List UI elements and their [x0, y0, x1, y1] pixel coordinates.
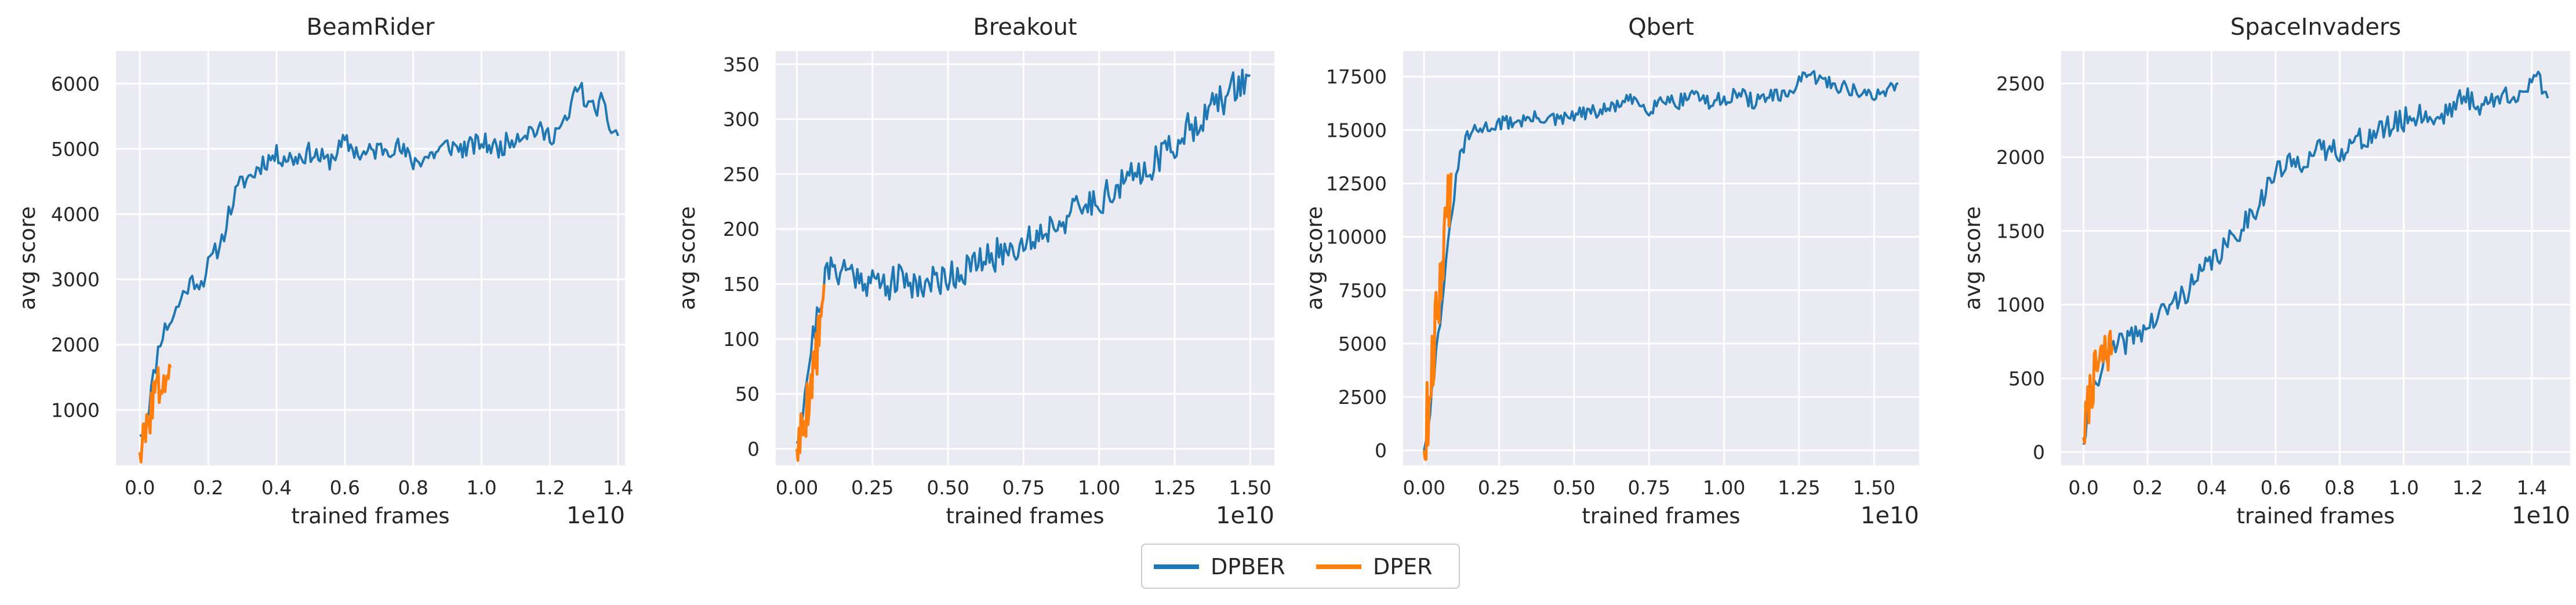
x-tick-label: 0.6: [330, 476, 360, 499]
x-tick-label: 1.4: [603, 476, 633, 499]
x-tick-label: 0.2: [193, 476, 223, 499]
y-tick-label: 2500: [1338, 386, 1387, 409]
y-axis-label: avg score: [1960, 206, 1985, 310]
x-axis-label: trained frames: [946, 504, 1104, 529]
y-tick-label: 5000: [1338, 333, 1387, 355]
y-tick-label: 2000: [51, 334, 100, 356]
x-tick-label: 0.6: [2261, 476, 2291, 499]
y-tick-label: 500: [2008, 367, 2045, 390]
y-tick-label: 10000: [1326, 226, 1387, 249]
chart-title: Qbert: [1628, 14, 1694, 41]
series-line-dper: [2082, 330, 2114, 444]
y-tick-label: 0: [747, 438, 760, 461]
plot-area: [2061, 51, 2570, 465]
x-axis-label: trained frames: [1582, 504, 1740, 529]
chart-title: SpaceInvaders: [2230, 14, 2401, 41]
y-tick-label: 2500: [1996, 72, 2045, 95]
x-tick-label: 0.00: [776, 476, 818, 499]
y-tick-label: 150: [723, 273, 760, 296]
y-tick-label: 17500: [1326, 65, 1387, 88]
x-tick-label: 1.0: [466, 476, 496, 499]
y-axis-label: avg score: [675, 206, 700, 310]
y-tick-label: 250: [723, 163, 760, 185]
y-tick-label: 1000: [51, 399, 100, 421]
y-tick-label: 1500: [1996, 220, 2045, 242]
x-tick-label: 0.50: [927, 476, 969, 499]
x-offset-label: 1e10: [566, 502, 625, 529]
series-line-dper: [795, 283, 826, 462]
legend: DPBER DPER: [1141, 544, 1460, 589]
x-offset-label: 1e10: [2512, 502, 2570, 529]
series-line-dper: [138, 363, 172, 464]
chart-beamrider: 0.0 0.2 0.4 0.6 0.8 1.0 1.2 1.4 1000 2000 3000 4000…: [15, 14, 633, 529]
y-tick-label: 4000: [51, 203, 100, 225]
y-tick-label: 350: [723, 53, 760, 76]
y-axis-label: avg score: [15, 206, 40, 310]
legend-line-dpber: [1154, 564, 1199, 569]
series-line-dpber: [139, 82, 620, 438]
x-offset-label: 1e10: [1861, 502, 1919, 529]
plot-area: [1403, 51, 1919, 465]
plot-area: [776, 51, 1274, 465]
x-tick-label: 0.25: [1478, 476, 1520, 499]
x-tick-label: 0.4: [2196, 476, 2226, 499]
x-tick-label: 1.50: [1229, 476, 1271, 499]
x-tick-label: 0.4: [261, 476, 292, 499]
x-tick-label: 0.0: [2068, 476, 2098, 499]
x-axis-label: trained frames: [291, 504, 449, 529]
y-tick-label: 2000: [1996, 146, 2045, 169]
series-line-dpber: [2082, 71, 2549, 445]
x-tick-label: 0.2: [2132, 476, 2163, 499]
chart-spaceinvaders: 0.0 0.2 0.4 0.6 0.8 1.0 1.2 1.4 0 500 1000 1500 2000…: [1960, 14, 2570, 529]
legend-label-dper: DPER: [1373, 554, 1433, 580]
y-tick-label: 300: [723, 108, 760, 131]
x-tick-label: 0.8: [398, 476, 428, 499]
x-tick-label: 1.00: [1078, 476, 1120, 499]
y-axis-label: avg score: [1302, 206, 1327, 310]
x-tick-label: 0.75: [1628, 476, 1670, 499]
y-tick-label: 6000: [51, 72, 100, 95]
chart-breakout: 0.00 0.25 0.50 0.75 1.00 1.25 1.50 0 50 100 150 200…: [675, 14, 1274, 529]
x-axis-label: trained frames: [2236, 504, 2395, 529]
x-tick-label: 1.4: [2516, 476, 2546, 499]
x-tick-label: 0.00: [1403, 476, 1445, 499]
x-tick-label: 1.50: [1853, 476, 1895, 499]
y-tick-label: 15000: [1326, 119, 1387, 141]
y-tick-label: 100: [723, 328, 760, 351]
y-tick-label: 5000: [51, 138, 100, 161]
x-tick-label: 1.0: [2389, 476, 2419, 499]
x-tick-label: 1.2: [2453, 476, 2483, 499]
x-tick-label: 0.75: [1002, 476, 1045, 499]
x-tick-label: 1.25: [1153, 476, 1196, 499]
legend-line-dper: [1316, 564, 1361, 569]
y-tick-label: 7500: [1338, 279, 1387, 302]
x-tick-label: 0.8: [2324, 476, 2355, 499]
x-tick-label: 0.0: [125, 476, 155, 499]
y-tick-label: 1000: [1996, 294, 2045, 316]
plot-area: [116, 51, 625, 465]
chart-title: BeamRider: [307, 14, 435, 41]
x-tick-label: 0.50: [1553, 476, 1595, 499]
chart-qbert: 0.00 0.25 0.50 0.75 1.00 1.25 1.50 0 2500 5000 750…: [1302, 14, 1919, 529]
x-offset-label: 1e10: [1216, 502, 1274, 529]
series-line-dpber: [795, 68, 1251, 444]
y-tick-label: 3000: [51, 268, 100, 291]
legend-entry-dper: DPER: [1316, 554, 1433, 580]
x-tick-label: 1.2: [535, 476, 565, 499]
legend-entry-dpber: DPBER: [1154, 554, 1285, 580]
legend-label-dpber: DPBER: [1211, 554, 1285, 580]
chart-title: Breakout: [973, 14, 1077, 41]
y-tick-label: 200: [723, 218, 760, 240]
y-tick-label: 50: [735, 383, 760, 406]
x-tick-label: 1.00: [1703, 476, 1745, 499]
series-line-dpber: [1423, 70, 1899, 451]
y-tick-label: 12500: [1326, 173, 1387, 195]
y-tick-label: 0: [1375, 439, 1387, 462]
x-tick-label: 1.25: [1778, 476, 1820, 499]
series-line-dper: [1422, 173, 1453, 461]
x-tick-label: 0.25: [851, 476, 893, 499]
y-tick-label: 0: [2033, 441, 2045, 464]
